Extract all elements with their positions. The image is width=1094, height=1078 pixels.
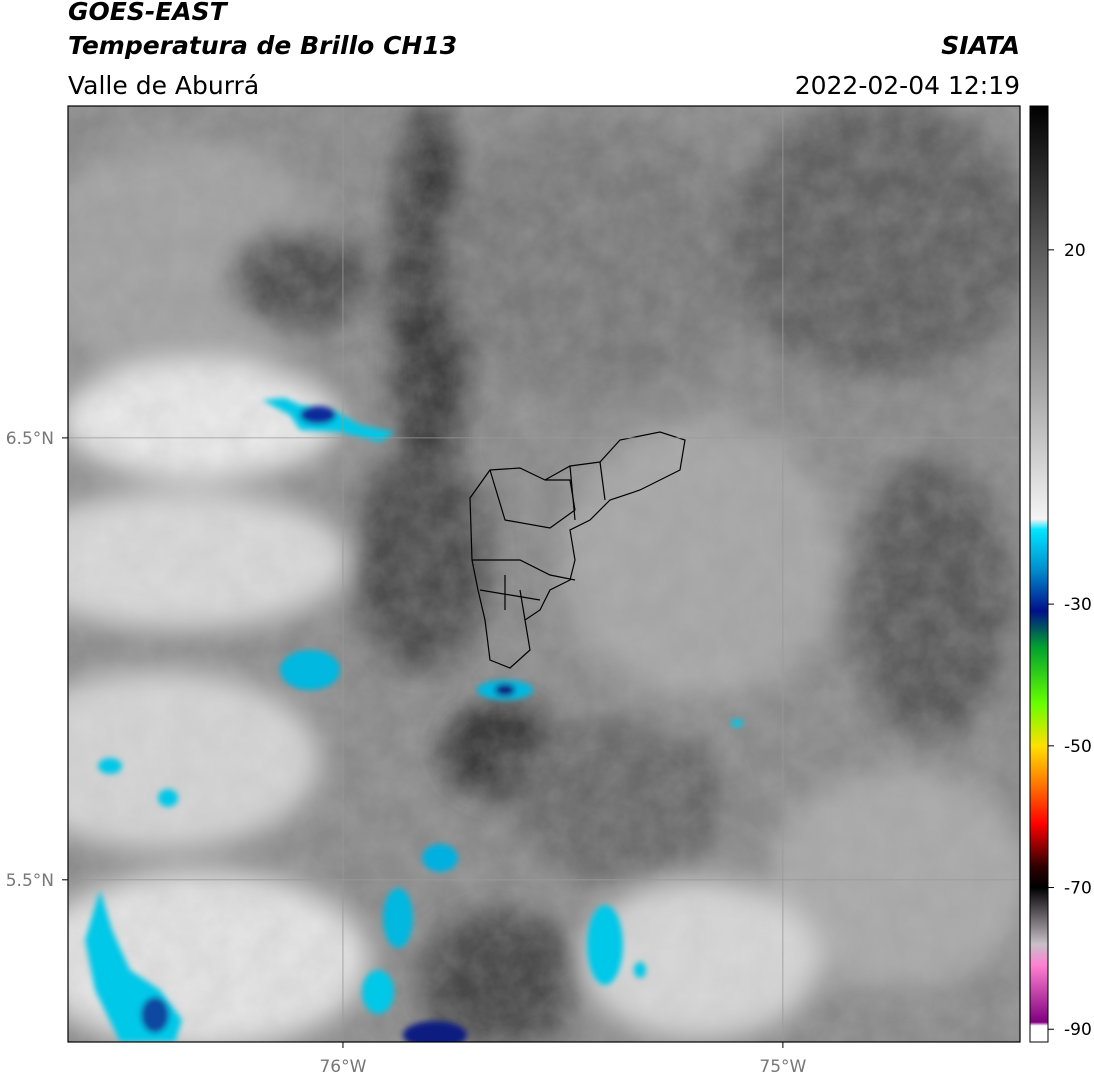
colorbar-tick-label: -30 <box>1064 595 1092 615</box>
satellite-image <box>68 106 1020 1042</box>
title: GOES-EAST <box>68 0 229 26</box>
colorbar-tick-label: 20 <box>1064 241 1086 261</box>
source: SIATA <box>941 31 1020 60</box>
colorbar-tick-label: -90 <box>1064 1020 1092 1040</box>
lon-tick-label: 75°W <box>759 1057 806 1077</box>
graticule <box>68 106 1020 1042</box>
datetime: 2022-02-04 12:19 <box>795 71 1020 100</box>
municipal-boundaries <box>469 431 686 669</box>
colorbar <box>1029 105 1049 1043</box>
map-frame <box>67 105 1021 1043</box>
subtitle: Temperatura de Brillo CH13 <box>68 31 457 60</box>
lat-tick-label: 5.5°N <box>6 871 54 891</box>
region: Valle de Aburrá <box>68 71 259 100</box>
lon-tick-label: 76°W <box>319 1057 366 1077</box>
colorbar-tick-label: -70 <box>1064 879 1092 899</box>
colorbar-tick-label: -50 <box>1064 737 1092 757</box>
lat-tick-label: 6.5°N <box>6 429 54 449</box>
